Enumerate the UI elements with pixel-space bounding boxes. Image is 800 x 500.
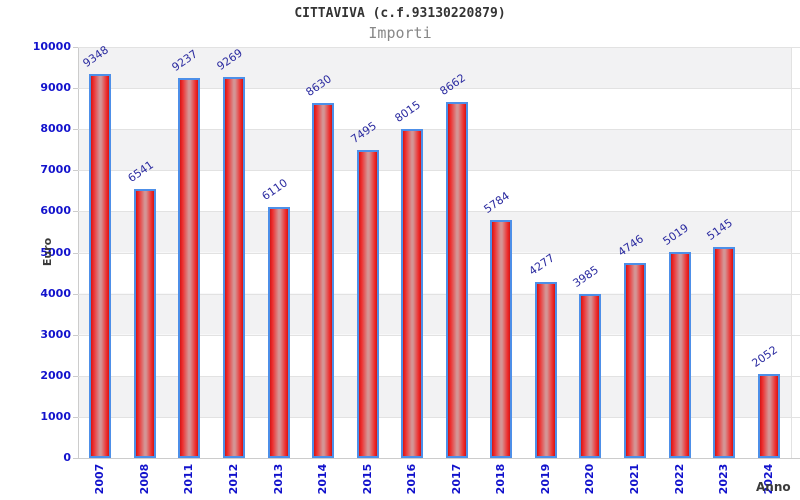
y-tick-mark [73,129,78,131]
chart-subtitle: Importi [368,24,432,42]
bar [534,282,557,458]
bar [757,373,780,458]
gridline [78,47,800,48]
y-tick-label: 3000 [40,327,71,341]
y-tick-label: 5000 [40,245,71,259]
y-tick-mark [73,416,78,418]
x-tick-label: 2016 [405,463,419,495]
bar [133,189,156,458]
y-axis-title: Euro [41,237,54,267]
x-tick-label: 2011 [182,463,196,495]
y-tick-label: 10000 [32,40,71,53]
y-tick-mark [73,334,78,336]
bar [356,149,379,458]
x-tick-label: 2023 [717,463,731,495]
bar [89,73,112,458]
x-tick-label: 2019 [538,463,552,495]
x-tick-label: 2012 [226,463,240,495]
x-tick-label: 2014 [316,463,330,495]
chart-title: CITTAVIVA (c.f.93130220879) [294,6,506,21]
gridline [78,334,800,336]
bar [624,262,647,458]
y-tick-mark [73,47,78,48]
x-tick-label: 2021 [628,463,642,495]
y-tick-label: 1000 [40,409,71,423]
bar [401,128,424,458]
bar [713,246,736,458]
x-tick-label: 2015 [360,463,374,495]
bar [267,206,290,458]
bar [312,103,335,458]
x-tick-label: 2013 [271,463,285,495]
gridline [78,375,800,377]
y-tick-label: 2000 [40,368,71,382]
gridline [78,293,800,295]
y-tick-mark [73,211,78,213]
y-tick-mark [73,252,78,254]
y-tick-label: 7000 [40,163,71,177]
bar [490,220,513,458]
x-axis-title: Anno [756,480,791,494]
x-tick-label: 2020 [583,463,597,495]
x-tick-label: 2018 [494,463,508,495]
bar [579,294,602,458]
x-tick-label: 2017 [449,463,463,495]
y-tick-label: 6000 [40,204,71,218]
x-axis-line [78,458,800,459]
gridline [78,129,800,131]
x-tick-label: 2008 [137,463,151,495]
y-tick-mark [73,88,78,90]
y-tick-mark [73,293,78,295]
y-tick-label: 9000 [40,81,71,95]
x-tick-label: 2007 [93,463,107,495]
y-tick-mark [73,170,78,172]
bar [668,251,691,458]
x-tick-label: 2022 [672,463,686,495]
gridline [78,252,800,254]
y-tick-label: 8000 [40,122,71,136]
y-tick-label: 0 [63,451,71,464]
bar [178,78,201,458]
gridline [78,211,800,213]
y-tick-mark [73,458,78,459]
bar [222,77,245,458]
y-tick-label: 4000 [40,286,71,300]
gridline [78,88,800,90]
gridline [78,416,800,418]
y-tick-mark [73,375,78,377]
bar [445,102,468,458]
gridline [78,170,800,172]
